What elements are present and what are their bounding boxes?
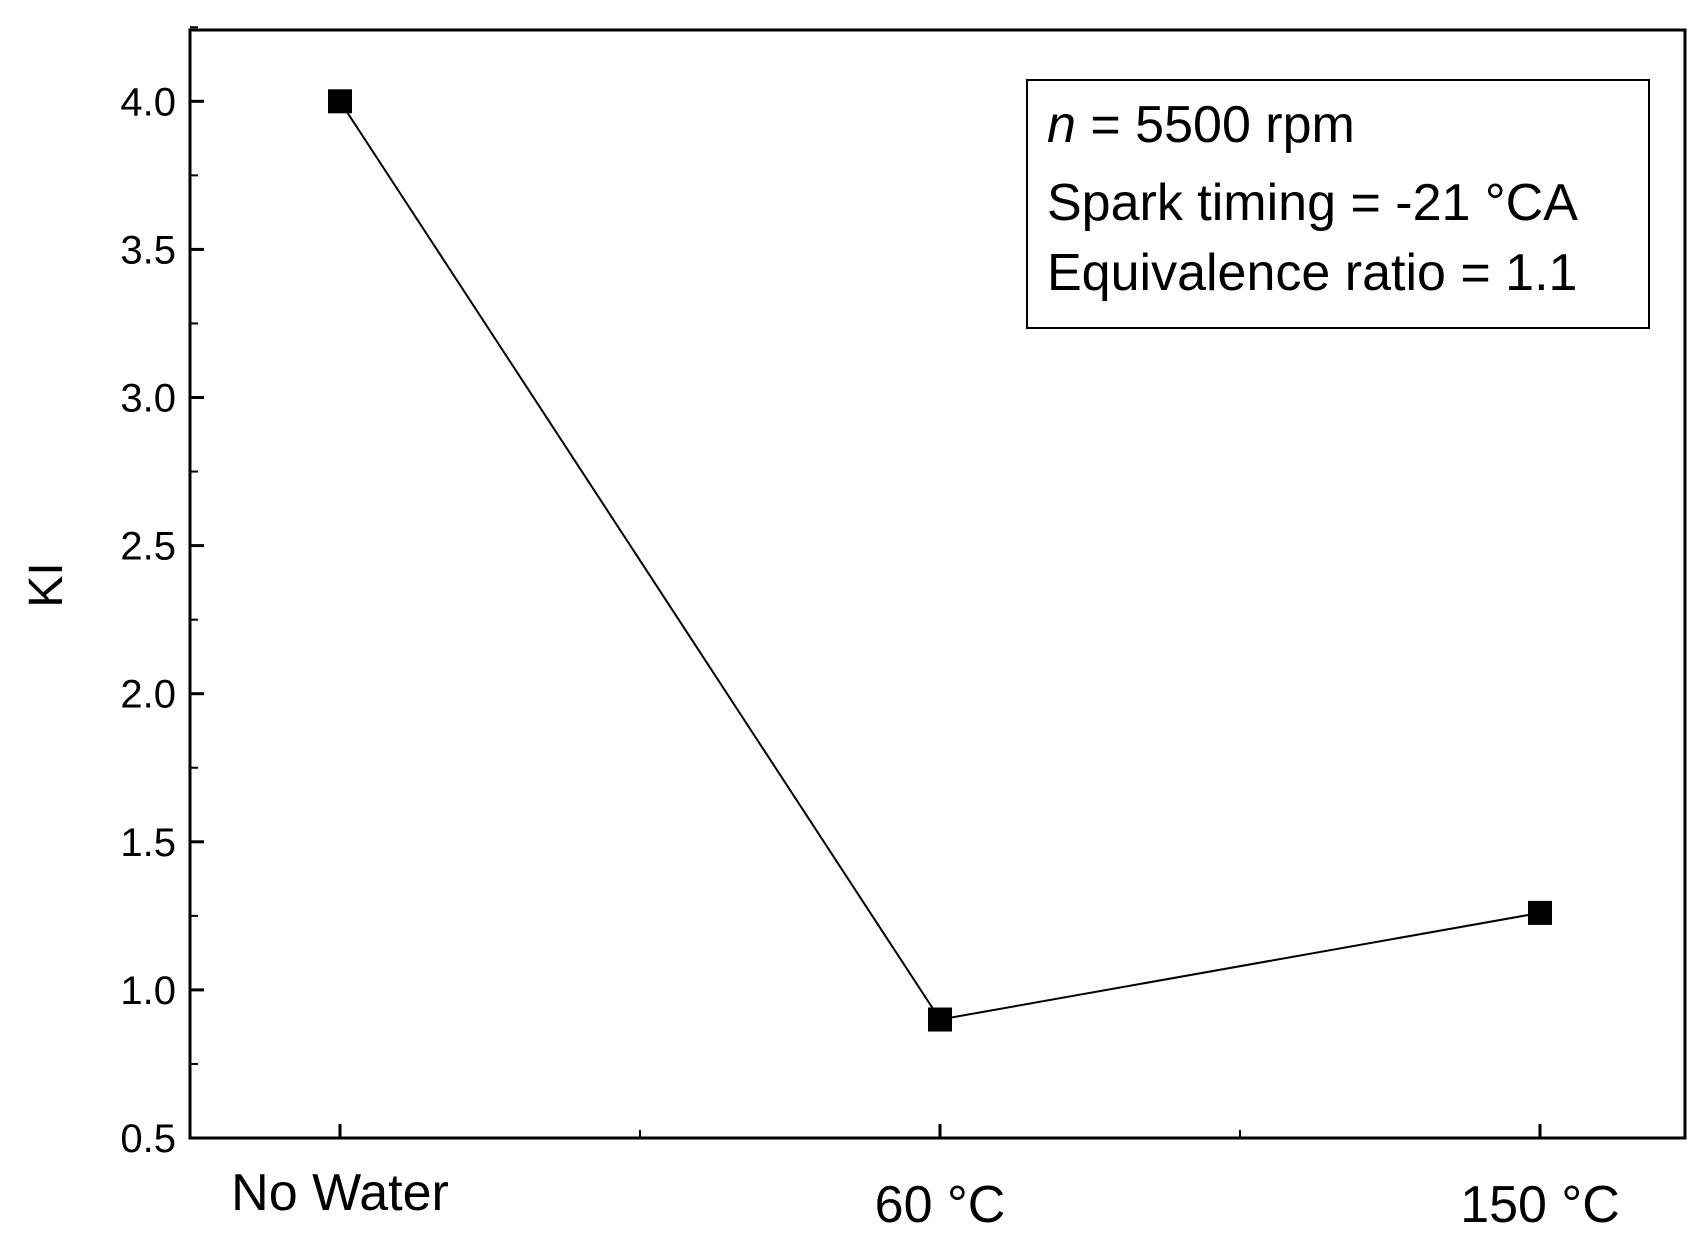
y-tick-label: 1.5	[120, 821, 176, 865]
legend-line-equivalence-ratio: Equivalence ratio = 1.1	[1047, 244, 1577, 302]
data-point-marker	[1528, 900, 1552, 925]
x-axis-ticks: No Water 60 °C 150 °C	[231, 1124, 1620, 1234]
y-tick-label: 2.0	[120, 673, 176, 717]
legend-frame	[1026, 79, 1650, 329]
y-tick-label: 4.0	[120, 80, 176, 124]
y-tick-label: 1.0	[120, 969, 176, 1013]
y-axis-ticks: 0.5 1.0 1.5 2.0 2.5 3.0 3.5 4.0	[120, 26, 204, 1161]
data-point-marker	[928, 1007, 952, 1032]
y-tick-label: 2.5	[120, 525, 176, 569]
legend-box: n = 5500 rpm Spark timing = -21 °CA Equi…	[1026, 79, 1650, 329]
x-category-label: No Water	[231, 1164, 449, 1222]
y-tick-label: 3.0	[120, 377, 176, 421]
x-category-label: 150 °C	[1460, 1176, 1620, 1234]
plot-frame	[188, 28, 1687, 1140]
y-tick-label: 3.5	[120, 228, 176, 272]
series-layer	[328, 89, 1552, 1032]
y-axis-title: KI	[20, 562, 73, 607]
legend-line-speed: n = 5500 rpm	[1047, 96, 1355, 154]
legend-line-spark-timing: Spark timing = -21 °CA	[1047, 174, 1578, 232]
legend-speed-var: n	[1047, 96, 1076, 154]
data-point-marker	[328, 89, 352, 114]
legend-speed-value: = 5500 rpm	[1076, 96, 1355, 154]
y-tick-label: 0.5	[120, 1117, 176, 1161]
x-category-label: 60 °C	[875, 1176, 1006, 1234]
